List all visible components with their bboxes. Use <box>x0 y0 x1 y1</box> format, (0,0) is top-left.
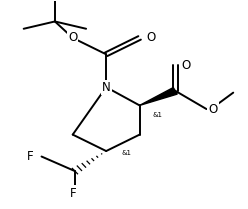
Polygon shape <box>140 88 177 105</box>
Text: F: F <box>69 186 76 200</box>
Text: &1: &1 <box>153 112 162 117</box>
Text: F: F <box>27 150 34 163</box>
Text: &1: &1 <box>121 150 131 156</box>
Text: O: O <box>209 103 218 116</box>
Text: O: O <box>182 59 191 72</box>
Text: N: N <box>102 81 111 94</box>
Text: O: O <box>146 31 155 44</box>
Text: O: O <box>68 31 77 44</box>
